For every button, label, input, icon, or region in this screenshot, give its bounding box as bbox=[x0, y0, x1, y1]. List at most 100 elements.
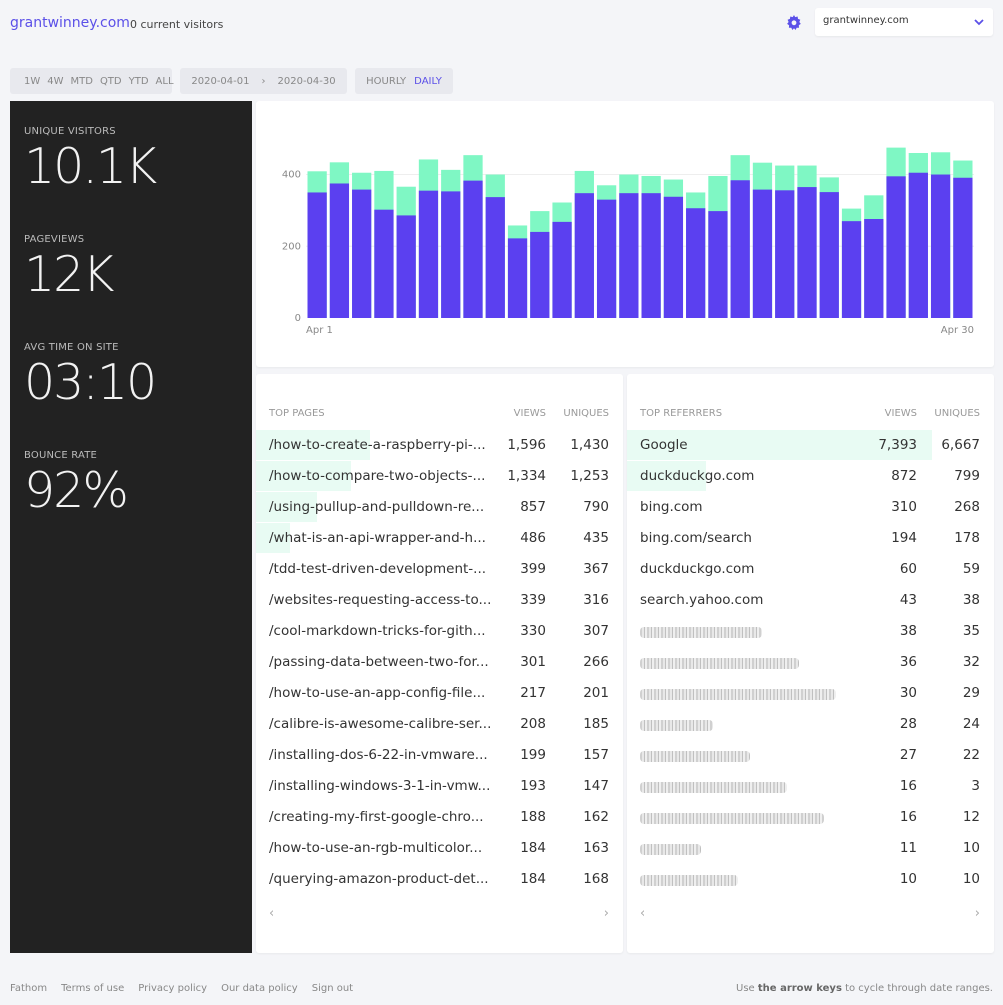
visitors-bar[interactable] bbox=[730, 180, 750, 318]
referrer-row[interactable]: 16 12 bbox=[627, 802, 994, 833]
visitors-bar[interactable] bbox=[441, 191, 461, 318]
page-row[interactable]: /how-to-use-an-rgb-multicolor... 184 163 bbox=[256, 833, 623, 864]
range-mtd[interactable]: MTD bbox=[70, 75, 93, 87]
visitors-bar[interactable] bbox=[841, 221, 862, 318]
granularity-daily[interactable]: DAILY bbox=[414, 75, 442, 87]
referrer-name[interactable]: duckduckgo.com bbox=[640, 468, 755, 484]
range-1w[interactable]: 1W bbox=[24, 75, 41, 87]
page-name[interactable]: /how-to-create-a-raspberry-pi-... bbox=[269, 437, 486, 453]
page-row[interactable]: /websites-requesting-access-to... 339 316 bbox=[256, 585, 623, 616]
footer-link-privacy[interactable]: Privacy policy bbox=[138, 983, 208, 994]
referrers-next-button[interactable]: › bbox=[974, 906, 980, 921]
page-row[interactable]: /querying-amazon-product-det... 184 168 bbox=[256, 864, 623, 895]
visitors-bar[interactable] bbox=[819, 192, 839, 318]
page-row[interactable]: /tdd-test-driven-development-... 399 367 bbox=[256, 554, 623, 585]
page-name[interactable]: /querying-amazon-product-det... bbox=[269, 871, 489, 887]
page-row[interactable]: /calibre-is-awesome-calibre-ser... 208 185 bbox=[256, 709, 623, 740]
referrer-row[interactable]: 36 32 bbox=[627, 647, 994, 678]
referrer-row[interactable]: duckduckgo.com 60 59 bbox=[627, 554, 994, 585]
page-name[interactable]: /installing-dos-6-22-in-vmware... bbox=[269, 747, 488, 763]
footer-link-data-policy[interactable]: Our data policy bbox=[221, 983, 298, 994]
visitors-bar[interactable] bbox=[507, 238, 528, 318]
referrer-name[interactable]: duckduckgo.com bbox=[640, 561, 755, 577]
visitors-bar[interactable] bbox=[307, 192, 327, 318]
footer-link-fathom[interactable]: Fathom bbox=[10, 983, 48, 994]
referrer-name[interactable]: bing.com bbox=[640, 499, 703, 515]
visitors-bar[interactable] bbox=[775, 190, 795, 318]
visitors-bar[interactable] bbox=[374, 209, 394, 318]
visitors-bar[interactable] bbox=[619, 193, 639, 318]
referrer-name[interactable]: Google bbox=[640, 437, 688, 453]
visitors-bar[interactable] bbox=[596, 199, 617, 318]
page-name[interactable]: /cool-markdown-tricks-for-gith... bbox=[269, 623, 486, 639]
visitors-bar[interactable] bbox=[485, 197, 505, 318]
page-name[interactable]: /how-to-compare-two-objects-... bbox=[269, 468, 486, 484]
referrer-row[interactable]: 27 22 bbox=[627, 740, 994, 771]
referrer-row[interactable]: 11 10 bbox=[627, 833, 994, 864]
page-name[interactable]: /what-is-an-api-wrapper-and-h... bbox=[269, 530, 486, 546]
visitors-bar[interactable] bbox=[797, 187, 817, 318]
visitors-bar[interactable] bbox=[463, 180, 483, 318]
page-name[interactable]: /tdd-test-driven-development-... bbox=[269, 561, 487, 577]
granularity-hourly[interactable]: HOURLY bbox=[366, 75, 407, 87]
page-name[interactable]: /using-pullup-and-pulldown-re... bbox=[269, 499, 485, 515]
visitors-bar[interactable] bbox=[953, 177, 973, 318]
visitors-bar[interactable] bbox=[530, 231, 550, 318]
referrer-row[interactable]: 30 29 bbox=[627, 678, 994, 709]
footer-link-terms[interactable]: Terms of use bbox=[61, 983, 125, 994]
visitors-bar[interactable] bbox=[686, 208, 706, 318]
page-name[interactable]: /calibre-is-awesome-calibre-ser... bbox=[269, 716, 492, 732]
range-qtd[interactable]: QTD bbox=[99, 75, 122, 87]
footer-link-sign-out[interactable]: Sign out bbox=[311, 983, 354, 994]
visitors-bar[interactable] bbox=[708, 211, 728, 318]
page-row[interactable]: /what-is-an-api-wrapper-and-h... 486 435 bbox=[256, 523, 623, 554]
visitors-bar[interactable] bbox=[908, 172, 928, 318]
page-row[interactable]: /how-to-use-an-app-config-file... 217 201 bbox=[256, 678, 623, 709]
referrer-row[interactable]: 10 10 bbox=[627, 864, 994, 895]
page-name[interactable]: /how-to-use-an-rgb-multicolor... bbox=[269, 840, 483, 856]
range-all[interactable]: ALL bbox=[155, 75, 174, 87]
referrer-row[interactable]: Google 7,393 6,667 bbox=[627, 430, 994, 461]
page-row[interactable]: /cool-markdown-tricks-for-gith... 330 307 bbox=[256, 616, 623, 647]
page-name[interactable]: /creating-my-first-google-chro... bbox=[269, 809, 484, 825]
referrer-row[interactable]: bing.com/search 194 178 bbox=[627, 523, 994, 554]
page-row[interactable]: /how-to-create-a-raspberry-pi-... 1,596 1,… bbox=[256, 430, 623, 461]
page-row[interactable]: /creating-my-first-google-chro... 188 162 bbox=[256, 802, 623, 833]
visitors-bar[interactable] bbox=[418, 190, 439, 318]
page-row[interactable]: /installing-windows-3-1-in-vmw... 193 147 bbox=[256, 771, 623, 802]
referrer-row[interactable]: search.yahoo.com 43 38 bbox=[627, 585, 994, 616]
range-4w[interactable]: 4W bbox=[47, 75, 64, 87]
gear-icon[interactable] bbox=[786, 15, 802, 31]
page-row[interactable]: /passing-data-between-two-for... 301 266 bbox=[256, 647, 623, 678]
page-row[interactable]: /using-pullup-and-pulldown-re... 857 790 bbox=[256, 492, 623, 523]
referrer-row[interactable]: duckduckgo.com 872 799 bbox=[627, 461, 994, 492]
visitors-bar[interactable] bbox=[752, 189, 773, 318]
page-name[interactable]: /passing-data-between-two-for... bbox=[269, 654, 489, 670]
visitors-bar[interactable] bbox=[930, 174, 951, 318]
visitors-bar[interactable] bbox=[663, 196, 684, 318]
referrer-row[interactable]: 16 3 bbox=[627, 771, 994, 802]
date-to[interactable]: 2020-04-30 bbox=[277, 75, 336, 87]
pages-next-button[interactable]: › bbox=[603, 906, 609, 921]
referrer-row[interactable]: bing.com 310 268 bbox=[627, 492, 994, 523]
page-name[interactable]: /websites-requesting-access-to... bbox=[269, 592, 492, 608]
visitors-bar[interactable] bbox=[574, 193, 594, 318]
range-ytd[interactable]: YTD bbox=[128, 75, 149, 87]
referrer-row[interactable]: 28 24 bbox=[627, 709, 994, 740]
site-select[interactable]: grantwinney.com bbox=[815, 8, 993, 36]
visitors-bar[interactable] bbox=[886, 176, 906, 318]
visitors-bar[interactable] bbox=[352, 189, 372, 318]
date-from[interactable]: 2020-04-01 bbox=[191, 75, 250, 87]
referrers-prev-button[interactable]: ‹ bbox=[640, 906, 646, 921]
site-title-link[interactable]: grantwinney.com bbox=[10, 15, 130, 31]
page-name[interactable]: /how-to-use-an-app-config-file... bbox=[269, 685, 486, 701]
page-name[interactable]: /installing-windows-3-1-in-vmw... bbox=[269, 778, 491, 794]
visitors-bar[interactable] bbox=[641, 193, 661, 318]
referrer-name[interactable]: search.yahoo.com bbox=[640, 592, 764, 608]
visitors-bar[interactable] bbox=[329, 183, 350, 318]
visitors-bar[interactable] bbox=[864, 219, 884, 318]
referrer-row[interactable]: 38 35 bbox=[627, 616, 994, 647]
page-row[interactable]: /how-to-compare-two-objects-... 1,334 1,25… bbox=[256, 461, 623, 492]
visitors-bar[interactable] bbox=[552, 221, 572, 318]
visitors-bar[interactable] bbox=[396, 215, 416, 318]
